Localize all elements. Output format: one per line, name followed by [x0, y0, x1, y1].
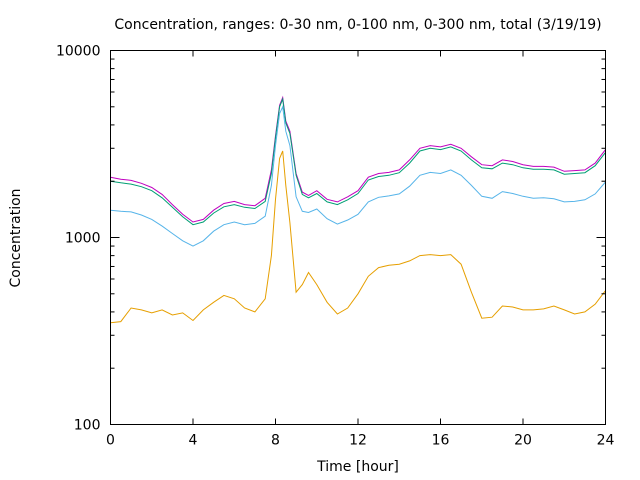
series-line-4	[110, 150, 606, 324]
series-layer	[110, 95, 606, 324]
x-tick-label: 20	[514, 433, 532, 449]
x-tick-label: 24	[597, 433, 615, 449]
chart-title: Concentration, ranges: 0-30 nm, 0-100 nm…	[114, 17, 601, 33]
series-line-2	[110, 97, 606, 226]
y-axis-label: Concentration	[8, 188, 24, 287]
y-axis: 100 1000 10000	[56, 44, 606, 434]
series-line-1	[110, 95, 606, 223]
x-tick-label: 8	[271, 433, 280, 449]
series-line-3	[110, 104, 606, 247]
x-axis-label: Time [hour]	[316, 459, 399, 475]
x-tick-label: 16	[432, 433, 450, 449]
y-tick-label: 10000	[56, 44, 101, 60]
y-tick-label: 100	[74, 418, 101, 434]
x-axis: 0 4 8 12 16 20 24	[106, 50, 615, 449]
x-tick-label: 12	[349, 433, 367, 449]
x-tick-label: 4	[189, 433, 198, 449]
plot-frame	[110, 50, 606, 425]
x-tick-label: 0	[106, 433, 115, 449]
y-tick-label: 1000	[65, 231, 101, 247]
